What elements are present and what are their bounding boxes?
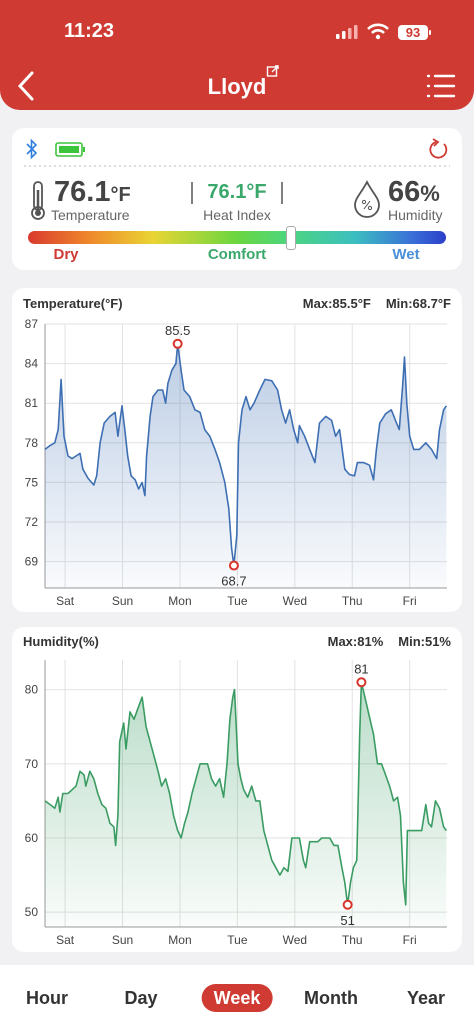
max-text: Max:85.5°F [303,296,371,311]
y-tick-label: 78 [25,436,39,450]
x-tick-label: Mon [168,594,191,608]
extreme-label: 68.7 [221,574,246,589]
y-tick-label: 81 [25,396,39,410]
extreme-label: 85.5 [165,323,190,338]
x-tick-label: Fri [403,933,417,947]
chart-title: Temperature(°F) [23,296,123,311]
header-bar [0,0,474,110]
extreme-marker [172,338,183,349]
charts: Temperature(°F) Min:68.7°F Max:85.5°F 69 72 7… [23,296,451,947]
comfort-label: Comfort [207,246,267,263]
tab[interactable]: Week [201,984,273,1012]
chart-title: Humidity(%) [23,634,99,649]
humidity-value: 66 [388,176,421,208]
series-line [44,681,448,906]
readings-icons [24,138,450,220]
tab[interactable]: Month [304,988,358,1008]
temperature-value: 76.1 [54,176,111,208]
device-name: Lloyd [207,74,267,99]
x-tick-label: Fri [403,594,417,608]
y-tick-label: 70 [25,757,39,771]
area-fill [45,343,447,588]
readings-card [12,128,462,270]
x-tick-label: Thu [342,933,363,947]
edit-icon[interactable] [266,64,280,78]
min-text: Min:51% [398,634,451,649]
temperature-reading: 76.1°F [54,176,131,209]
dry-label: Dry [53,246,79,263]
y-tick-label: 80 [25,683,39,697]
humidity-reading: 66% [388,176,440,209]
extreme-label: 81 [354,661,368,676]
y-tick-label: 69 [25,555,39,569]
x-tick-label: Wed [283,594,307,608]
x-tick-label: Mon [168,933,191,947]
humidity-label: Humidity [388,207,443,223]
y-tick-label: 72 [25,515,39,529]
y-tick-label: 75 [25,475,39,489]
extreme-marker [228,560,239,571]
heat-index-label: Heat Index [203,207,271,223]
x-tick-label: Sat [56,933,75,947]
y-tick-label: 84 [25,357,39,371]
tab[interactable]: Day [124,988,158,1008]
extreme-marker [342,899,353,910]
x-tick-label: Tue [227,594,248,608]
humidity-unit: % [420,181,440,206]
status-time: 11:23 [63,20,115,42]
extreme-label: 51 [340,913,354,928]
temperature-unit: °F [110,184,131,206]
temperature-label: Temperature [51,207,130,223]
y-tick-label: 87 [25,317,39,331]
y-tick-label: 50 [25,905,39,919]
x-tick-label: Tue [227,933,248,947]
battery-level: 93 [405,25,421,40]
y-tick-label: 60 [25,831,39,845]
max-text: Max:81% [328,634,384,649]
extreme-marker [356,677,367,688]
wet-label: Wet [392,246,420,263]
tab[interactable]: Hour [26,988,68,1008]
x-tick-label: Sat [56,594,75,608]
x-tick-label: Sun [112,933,133,947]
back-button[interactable] [14,70,38,102]
min-text: Min:68.7°F [386,296,451,311]
heat-index-value: 76.1°F [207,181,267,203]
x-tick-label: Wed [283,933,307,947]
tab[interactable]: Year [406,988,446,1008]
comfort-gradient [28,231,446,244]
status-icons [336,23,431,40]
x-tick-label: Thu [342,594,363,608]
area-fill [45,682,447,927]
menu-button[interactable] [426,73,456,99]
x-tick-label: Sun [112,594,133,608]
comfort-indicator [286,226,296,250]
